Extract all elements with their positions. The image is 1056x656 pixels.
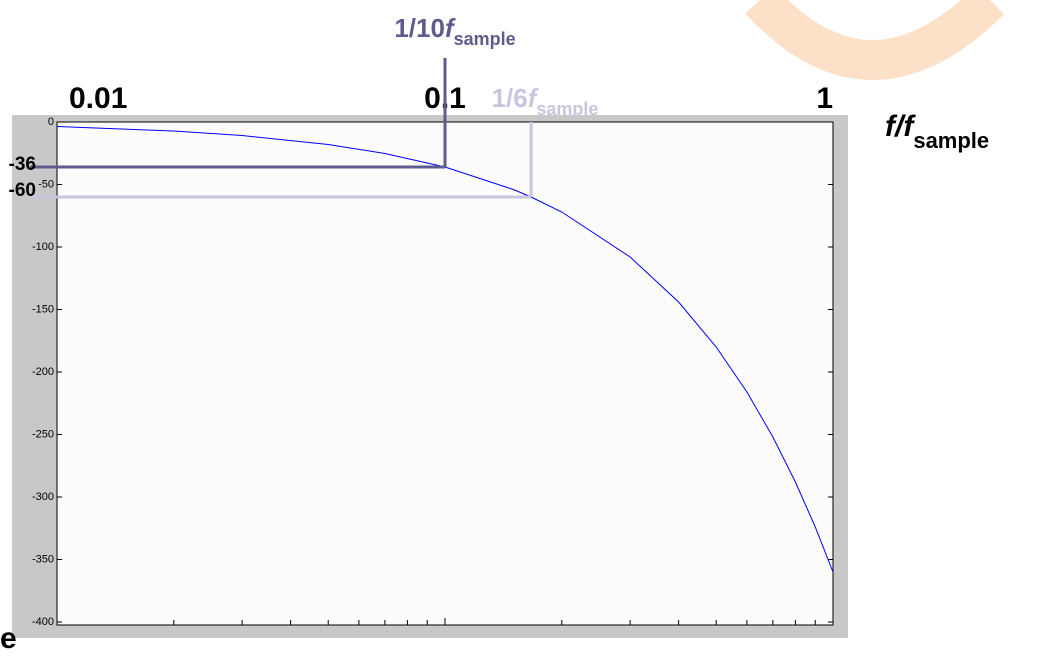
chart: e f/fsample 0-50-100-150-200-250-300-350… bbox=[0, 0, 1056, 656]
fragment: e bbox=[0, 622, 17, 655]
x-axis-label: f/fsample bbox=[885, 110, 989, 153]
y-tick-label: -50 bbox=[38, 178, 54, 190]
y-tick-label: -200 bbox=[32, 366, 54, 378]
y-tick-label: -350 bbox=[32, 553, 54, 565]
y-tick-label: 0 bbox=[48, 116, 54, 128]
y-tick-label: -250 bbox=[32, 428, 54, 440]
y-tick-label: -100 bbox=[32, 241, 54, 253]
annotation-label-sub: sample bbox=[454, 29, 516, 49]
annotation-label-text: 1/10 bbox=[394, 13, 445, 43]
y-tick-label: -150 bbox=[32, 303, 54, 315]
y-tick-label: -300 bbox=[32, 491, 54, 503]
x-tick-label: 0.01 bbox=[69, 82, 127, 115]
x-axis-label-main: f/f bbox=[885, 110, 916, 143]
logo-decoration bbox=[760, 0, 990, 60]
x-axis-label-sub: sample bbox=[913, 128, 989, 153]
annotation-value: -36 bbox=[9, 154, 36, 175]
annotation-label-sub: sample bbox=[536, 99, 598, 119]
y-tick-label: -400 bbox=[32, 616, 54, 628]
annotation-label-text: 1/6 bbox=[492, 83, 528, 113]
annotation-value: -60 bbox=[9, 180, 36, 201]
annotation-label: 1/10fsample bbox=[394, 13, 515, 49]
x-tick-label: 1 bbox=[816, 82, 833, 115]
annotation-label: 1/6fsample bbox=[492, 83, 599, 119]
